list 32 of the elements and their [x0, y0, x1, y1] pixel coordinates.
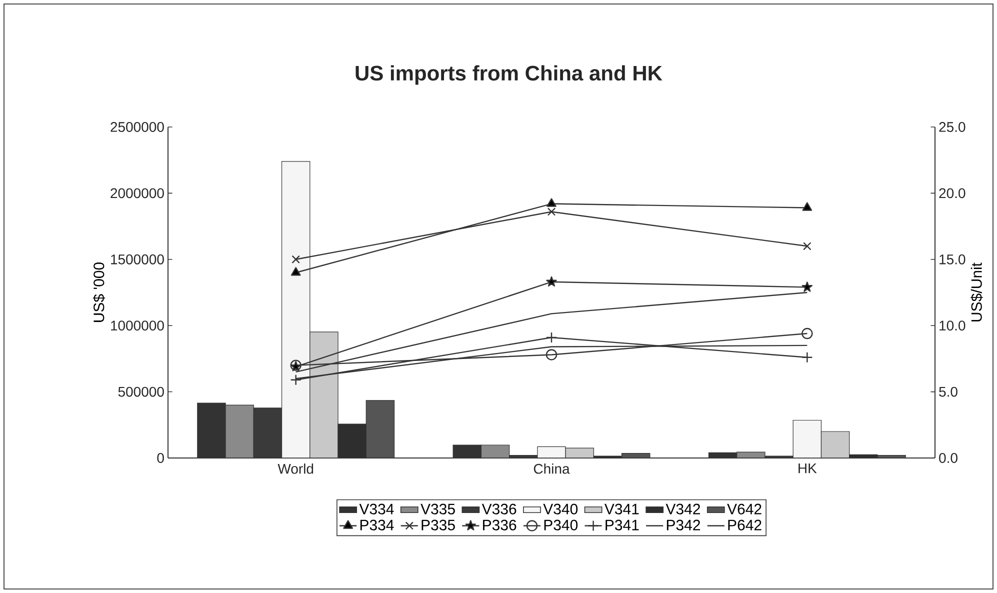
legend-label: P642: [728, 520, 762, 530]
y-tick-label: 2500000: [110, 122, 164, 132]
legend-label: P335: [422, 520, 455, 530]
y-tick-label: 1500000: [111, 254, 164, 264]
y2-tick-label: 0.0: [939, 453, 958, 463]
y2-axis-title: US$/Unit: [970, 262, 983, 322]
y-tick-label: 1000000: [111, 320, 164, 331]
legend-label: P341: [606, 520, 639, 530]
y2-tick-label: 10.0: [940, 320, 966, 331]
legend-label: P334: [360, 520, 394, 530]
y-axis-title: US$ '000: [92, 262, 106, 322]
y2-tick-label: 5.0: [939, 386, 958, 397]
x-tick-label: World: [278, 464, 314, 474]
y-tick-label: 0: [157, 453, 164, 463]
chart-title: US imports from China and HK: [356, 65, 662, 85]
legend-label: P342: [666, 520, 700, 530]
legend-label: V335: [420, 504, 455, 514]
legend-label: V642: [727, 504, 762, 514]
legend-label: P336: [483, 520, 516, 530]
legend-label: V341: [604, 504, 639, 514]
legend-label: V340: [543, 504, 578, 514]
y2-tick-label: 15.0: [940, 254, 966, 264]
x-tick-label: HK: [798, 464, 817, 474]
y-tick-label: 2000000: [110, 188, 164, 198]
y-tick-label: 500000: [118, 386, 164, 397]
y2-tick-label: 20.0: [939, 188, 966, 198]
legend-label: V342: [666, 504, 700, 514]
x-tick-label: China: [534, 464, 570, 474]
legend-label: V334: [359, 504, 394, 514]
legend-label: V336: [482, 504, 516, 514]
y2-tick-label: 25.0: [939, 122, 966, 132]
legend-label: P340: [544, 520, 578, 530]
